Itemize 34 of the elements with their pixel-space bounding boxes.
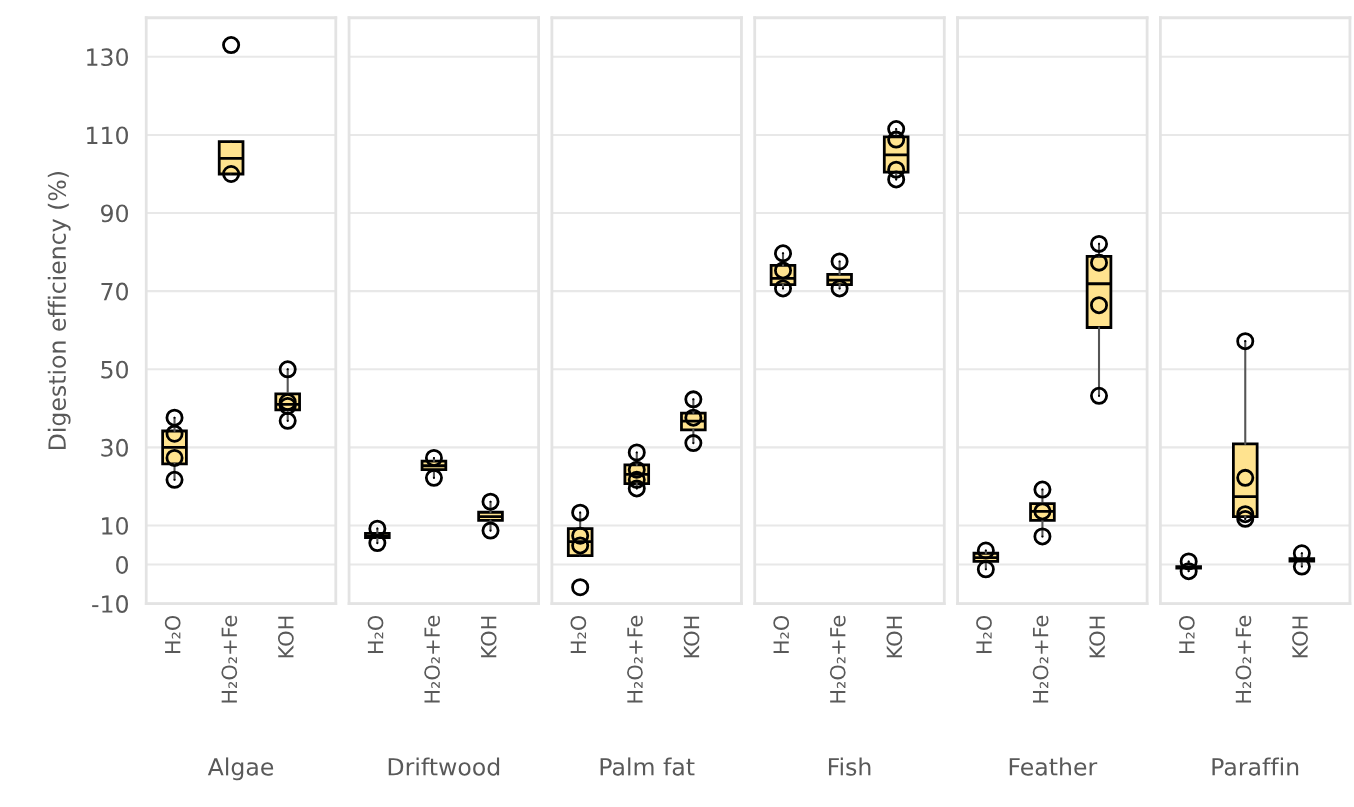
x-tick-label: H₂O₂+Fe [1235, 615, 1252, 703]
y-tick-label: 130 [87, 48, 128, 67]
x-axis-title: Fish [828, 757, 871, 776]
y-tick-label: 30 [101, 438, 128, 457]
y-tick-label: 110 [87, 126, 128, 145]
x-axis-title: Feather [1009, 757, 1098, 776]
y-tick-label: 10 [102, 516, 128, 535]
x-axis-title: Paraffin [1212, 757, 1299, 776]
x-tick-label: KOH [480, 616, 497, 658]
x-axis-title: Palm fat [600, 757, 695, 776]
x-tick-label: H₂O [773, 615, 790, 654]
x-tick-label: H₂O [164, 615, 181, 654]
x-tick-label: KOH [1089, 616, 1106, 658]
x-tick-label: H₂O₂+Fe [829, 615, 846, 703]
y-tick-label: 0 [116, 556, 128, 574]
x-tick-label: KOH [1292, 616, 1308, 658]
x-tick-label: H₂O [976, 615, 992, 654]
x-axis-title: Driftwood [388, 757, 500, 776]
x-tick-label: KOH [277, 616, 294, 658]
x-tick-label: H₂O [367, 615, 384, 654]
y-axis-title: Digestion efficiency (%) [47, 172, 71, 450]
x-axis-title: Algae [207, 757, 274, 781]
x-tick-label: KOH [886, 616, 903, 658]
x-tick-label: H₂O₂+Fe [424, 615, 440, 703]
x-tick-label: H₂O₂+Fe [1032, 615, 1049, 703]
y-tick-label: 50 [101, 360, 128, 379]
x-tick-label: H₂O [1178, 615, 1195, 654]
y-tick-label: 70 [101, 282, 128, 301]
x-tick-label: KOH [683, 616, 700, 658]
x-tick-label: H₂O [570, 615, 587, 654]
y-tick-label: -10 [92, 595, 128, 613]
x-tick-label: H₂O₂+Fe [627, 615, 643, 703]
y-tick-label: 90 [101, 204, 128, 223]
x-tick-label: H₂O₂+Fe [221, 615, 238, 703]
